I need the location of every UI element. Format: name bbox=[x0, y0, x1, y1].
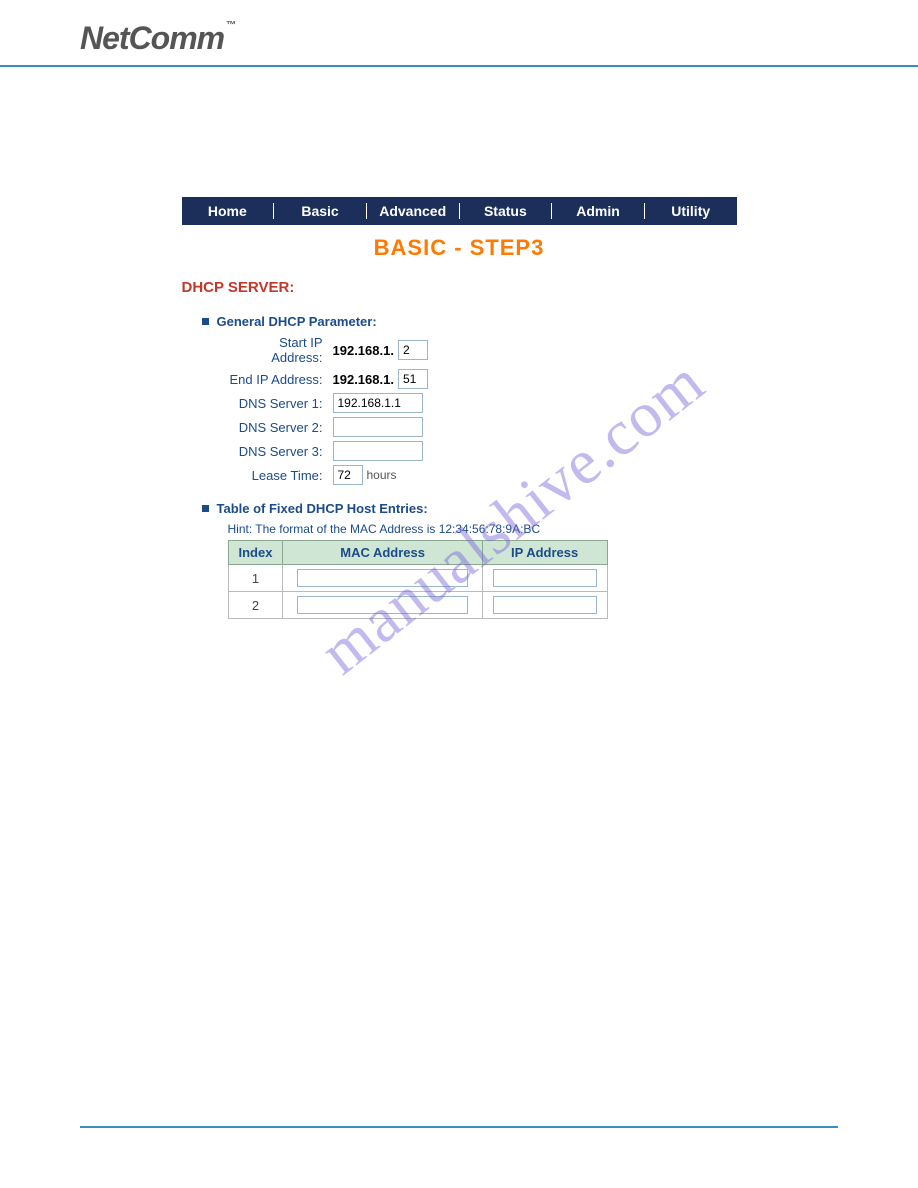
dns3-input[interactable] bbox=[333, 441, 423, 461]
general-heading: General DHCP Parameter: bbox=[217, 314, 377, 329]
lease-row: Lease Time: hours bbox=[228, 465, 737, 485]
trademark-symbol: ™ bbox=[226, 20, 235, 31]
dns1-label: DNS Server 1: bbox=[228, 396, 333, 411]
general-heading-row: General DHCP Parameter: bbox=[202, 314, 737, 329]
end-ip-input[interactable] bbox=[398, 369, 428, 389]
general-dhcp-section: General DHCP Parameter: Start IP Address… bbox=[202, 314, 737, 485]
table-row: 2 bbox=[228, 592, 607, 619]
row-index: 1 bbox=[228, 565, 283, 592]
nav-item-admin[interactable]: Admin bbox=[552, 203, 645, 219]
dns2-label: DNS Server 2: bbox=[228, 420, 333, 435]
dns1-input[interactable] bbox=[333, 393, 423, 413]
nav-item-utility[interactable]: Utility bbox=[645, 203, 737, 219]
fixed-heading: Table of Fixed DHCP Host Entries: bbox=[217, 501, 428, 516]
col-mac-header: MAC Address bbox=[283, 541, 482, 565]
nav-item-status[interactable]: Status bbox=[460, 203, 553, 219]
nav-item-advanced[interactable]: Advanced bbox=[367, 203, 460, 219]
lease-input[interactable] bbox=[333, 465, 363, 485]
col-index-header: Index bbox=[228, 541, 283, 565]
lease-unit: hours bbox=[367, 468, 397, 482]
start-ip-input[interactable] bbox=[398, 340, 428, 360]
ip-input[interactable] bbox=[493, 569, 597, 587]
dns1-row: DNS Server 1: bbox=[228, 393, 737, 413]
nav-item-home[interactable]: Home bbox=[182, 203, 275, 219]
dns3-label: DNS Server 3: bbox=[228, 444, 333, 459]
fixed-dhcp-section: Table of Fixed DHCP Host Entries: Hint: … bbox=[202, 501, 737, 619]
lease-label: Lease Time: bbox=[228, 468, 333, 483]
bullet-icon bbox=[202, 505, 209, 512]
col-ip-header: IP Address bbox=[482, 541, 607, 565]
nav-item-basic[interactable]: Basic bbox=[274, 203, 367, 219]
brand-name: NetComm bbox=[80, 20, 224, 56]
ip-input[interactable] bbox=[493, 596, 597, 614]
page-footer-rule bbox=[80, 1126, 838, 1128]
dns3-row: DNS Server 3: bbox=[228, 441, 737, 461]
dns2-row: DNS Server 2: bbox=[228, 417, 737, 437]
mac-input[interactable] bbox=[297, 596, 468, 614]
dns2-input[interactable] bbox=[333, 417, 423, 437]
table-row: 1 bbox=[228, 565, 607, 592]
page-title: BASIC - STEP3 bbox=[182, 235, 737, 261]
dhcp-form: Start IP Address: 192.168.1. End IP Addr… bbox=[228, 335, 737, 485]
page-header: NetComm™ bbox=[0, 0, 918, 67]
ip-prefix: 192.168.1. bbox=[333, 372, 394, 387]
router-admin-panel: Home Basic Advanced Status Admin Utility… bbox=[182, 197, 737, 619]
start-ip-row: Start IP Address: 192.168.1. bbox=[228, 335, 737, 365]
dhcp-section-title: DHCP SERVER: bbox=[182, 279, 737, 296]
ip-prefix: 192.168.1. bbox=[333, 343, 394, 358]
mac-input[interactable] bbox=[297, 569, 468, 587]
bullet-icon bbox=[202, 318, 209, 325]
start-ip-label: Start IP Address: bbox=[228, 335, 333, 365]
fixed-dhcp-table: Index MAC Address IP Address 1 2 bbox=[228, 540, 608, 619]
mac-format-hint: Hint: The format of the MAC Address is 1… bbox=[228, 522, 737, 536]
end-ip-label: End IP Address: bbox=[228, 372, 333, 387]
row-index: 2 bbox=[228, 592, 283, 619]
end-ip-row: End IP Address: 192.168.1. bbox=[228, 369, 737, 389]
main-nav: Home Basic Advanced Status Admin Utility bbox=[182, 197, 737, 225]
fixed-heading-row: Table of Fixed DHCP Host Entries: bbox=[202, 501, 737, 516]
brand-logo: NetComm™ bbox=[80, 20, 235, 57]
